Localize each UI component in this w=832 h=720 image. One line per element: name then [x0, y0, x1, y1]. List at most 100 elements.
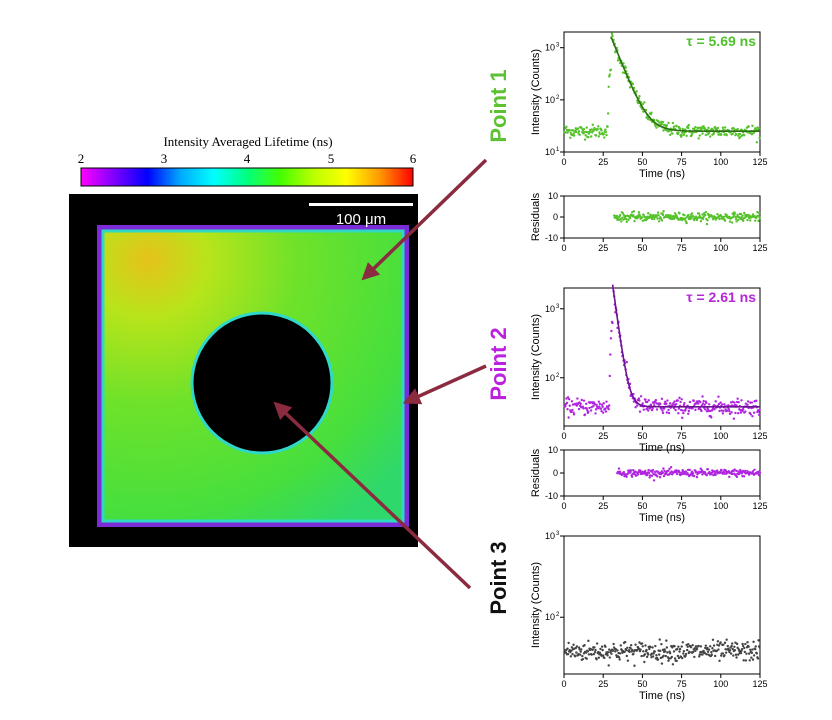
resid1-point	[705, 222, 709, 226]
decay3-point	[722, 643, 725, 646]
decay3-point	[739, 651, 743, 655]
decay3-point	[610, 652, 613, 656]
resid2-point	[728, 475, 731, 479]
decay2-point	[594, 408, 598, 411]
decay3-point	[660, 662, 664, 665]
decay2-point	[728, 412, 732, 416]
decay1-point	[583, 138, 587, 141]
decay3-point	[590, 653, 593, 656]
decay3-point	[608, 656, 611, 659]
decay2-point	[648, 407, 652, 410]
decay3-point	[625, 648, 628, 652]
decay3-point	[638, 641, 641, 644]
decay3-point	[659, 649, 662, 653]
decay3-point	[695, 648, 699, 651]
decay3-point	[673, 657, 677, 660]
resid2-xtick-label: 100	[713, 501, 728, 511]
decay2-point	[664, 400, 667, 404]
decay1-point	[751, 124, 754, 128]
decay3-point	[707, 648, 711, 651]
decay3-point	[618, 658, 621, 661]
resid1-point	[692, 215, 695, 218]
decay3-point	[735, 656, 738, 659]
resid1-point	[659, 217, 663, 220]
resid1-point	[734, 217, 738, 221]
decay3-point	[733, 645, 736, 648]
decay3-point	[657, 653, 661, 656]
resid1-ylabel: Residuals	[530, 192, 542, 241]
decay3-point	[735, 642, 739, 646]
decay2-point	[639, 395, 643, 398]
decay3-point	[611, 649, 615, 652]
resid1-ytick-label: 0	[553, 212, 558, 222]
resid2-point	[668, 467, 671, 471]
decay1-point	[725, 133, 728, 137]
resid2-point	[688, 468, 691, 472]
resid1-point	[690, 212, 694, 215]
resid1-point	[657, 220, 661, 223]
decay3-point	[706, 646, 709, 650]
decay3-point	[710, 653, 714, 657]
resid2-point	[669, 465, 673, 469]
decay2-point	[673, 400, 676, 403]
decay2-fit-line	[611, 284, 760, 408]
scalebar	[309, 203, 413, 206]
decay2-point	[714, 400, 717, 403]
decay3-point	[703, 651, 706, 655]
resid1-point	[701, 217, 705, 221]
decay2-point	[680, 398, 683, 401]
decay3-point	[750, 651, 754, 655]
resid1-point	[650, 217, 654, 221]
resid2-point	[691, 472, 695, 475]
decay3-point	[698, 655, 701, 658]
decay2-point	[703, 403, 706, 406]
decay2-point	[717, 395, 720, 398]
resid1-point	[642, 214, 646, 217]
decay1-ytick-exp: 2	[556, 95, 560, 101]
decay1-point	[747, 125, 750, 128]
decay1-point	[638, 95, 641, 98]
decay3-point	[651, 655, 655, 658]
decay1-point	[606, 125, 609, 128]
decay1-point	[582, 128, 586, 131]
decay1-point	[578, 133, 581, 137]
decay2-point	[592, 404, 595, 408]
decay3-point	[752, 654, 756, 657]
decay2-point	[647, 399, 650, 402]
decay2-point	[587, 410, 590, 413]
decay2-point	[572, 411, 575, 414]
decay3-point	[747, 645, 750, 648]
decay1-point	[602, 132, 605, 136]
decay2-point	[598, 402, 602, 406]
decay2-point	[700, 409, 703, 413]
decay3-point	[598, 651, 602, 654]
decay2-ylabel: Intensity (Counts)	[530, 314, 542, 400]
decay2-point	[702, 399, 705, 403]
resid1-point	[647, 212, 650, 215]
resid2-point	[743, 469, 747, 473]
decay3-point	[697, 644, 700, 648]
decay3-ytick-exp: 3	[556, 531, 560, 537]
decay1-point	[682, 133, 686, 136]
resid1-ytick-label: -10	[545, 233, 558, 243]
decay2-point	[602, 402, 605, 405]
decay2-point	[582, 407, 585, 410]
resid2-point	[651, 469, 655, 472]
decay3-point	[575, 645, 579, 648]
decay3-point	[713, 654, 717, 658]
decay1-point	[565, 125, 568, 129]
resid1-point	[684, 217, 687, 220]
decay2-xtick-label: 125	[752, 431, 767, 441]
resid1-point	[637, 211, 641, 214]
lifetime-image: 100 μm	[69, 194, 418, 547]
decay2-point	[607, 407, 610, 411]
decay3-point	[595, 658, 598, 661]
decay3-point	[648, 647, 651, 651]
decay3-point	[574, 655, 577, 658]
resid2-xlabel: Time (ns)	[639, 512, 685, 524]
decay2-point	[722, 409, 725, 413]
resid2-point	[647, 468, 650, 472]
decay3-point	[631, 648, 634, 652]
decay1-point	[624, 66, 627, 69]
decay2-point	[707, 403, 711, 406]
